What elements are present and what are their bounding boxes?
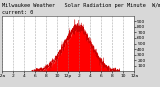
Text: Milwaukee Weather   Solar Radiation per Minute  W/m2  (Last 24 Hours): Milwaukee Weather Solar Radiation per Mi… (2, 3, 160, 8)
Text: current: 0: current: 0 (2, 10, 33, 15)
